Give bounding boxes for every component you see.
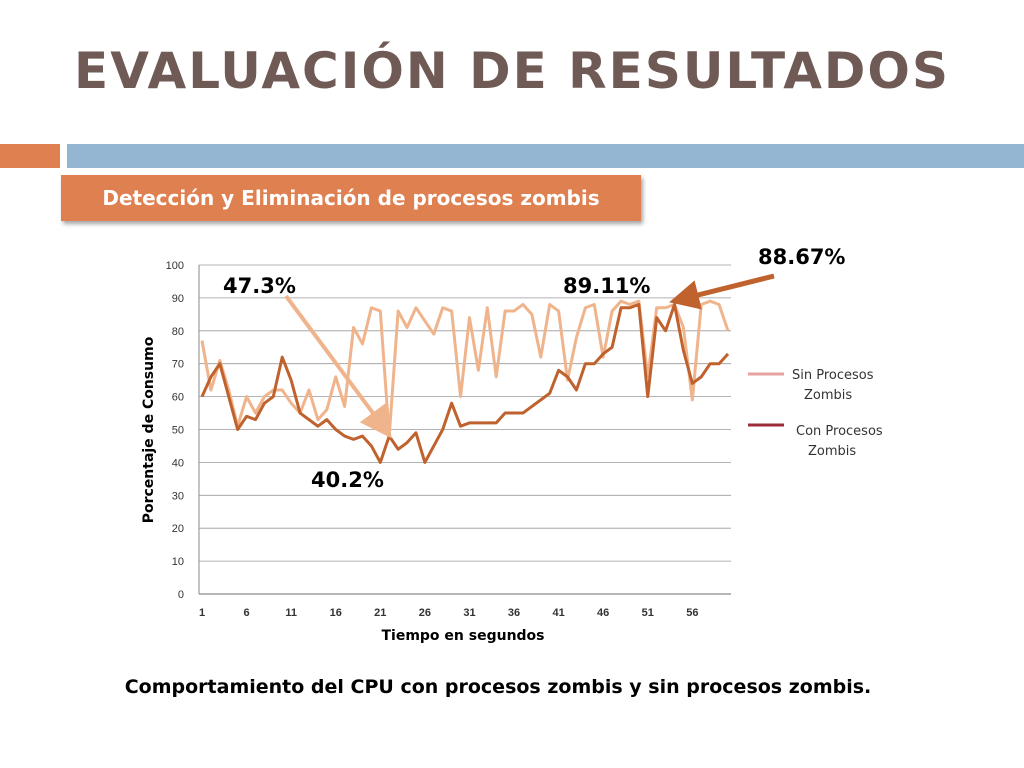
x-axis-label: Tiempo en segundos — [381, 628, 544, 644]
chart-gridlines — [198, 264, 731, 595]
y-tick-labels: 0 10 20 30 40 50 60 70 80 90 100 — [166, 260, 184, 601]
x-tick-label: 26 — [419, 607, 431, 619]
x-tick-label: 41 — [552, 607, 564, 619]
y-tick-label: 70 — [172, 359, 184, 371]
chart-series-lines — [200, 299, 730, 464]
x-tick-label: 31 — [463, 607, 475, 619]
y-tick-label: 0 — [178, 589, 184, 601]
x-tick-label: 11 — [285, 607, 297, 619]
x-tick-label: 36 — [508, 607, 520, 619]
x-tick-label: 16 — [330, 607, 342, 619]
annotation-label-88: 88.67% — [758, 245, 845, 269]
chart-caption: Comportamiento del CPU con procesos zomb… — [124, 676, 872, 698]
y-axis-label: Porcentaje de Consumo — [141, 336, 157, 523]
slide-title: EVALUACIÓN DE RESULTADOS — [74, 42, 950, 100]
y-tick-label: 10 — [172, 556, 184, 568]
annotation-label-47: 47.3% — [223, 274, 296, 298]
legend-label-sin: Sin Procesos Zombis — [792, 368, 874, 403]
x-tick-labels: 1 6 11 16 21 26 31 36 41 46 51 56 — [199, 607, 699, 619]
x-tick-label: 46 — [597, 607, 609, 619]
y-tick-label: 100 — [166, 260, 184, 272]
accent-bar-orange — [0, 144, 60, 168]
y-tick-label: 40 — [172, 457, 184, 469]
annotation-arrow-88 — [669, 273, 775, 310]
y-tick-label: 30 — [172, 490, 184, 502]
annotation-label-40: 40.2% — [311, 468, 384, 492]
series-line-con-procesos-zombis — [200, 302, 730, 464]
y-tick-label: 50 — [172, 425, 184, 437]
x-tick-label: 21 — [374, 607, 386, 619]
x-tick-label: 56 — [686, 607, 698, 619]
x-tick-label: 1 — [199, 607, 205, 619]
x-tick-label: 6 — [244, 607, 250, 619]
accent-bar-blue — [67, 144, 1024, 168]
annotation-arrow-47 — [284, 294, 392, 439]
annotation-label-89: 89.11% — [563, 274, 650, 298]
y-tick-label: 20 — [172, 523, 184, 535]
legend-label-con: Con Procesos Zombis — [796, 424, 883, 459]
x-tick-label: 51 — [642, 607, 654, 619]
y-tick-label: 60 — [172, 392, 184, 404]
y-tick-label: 80 — [172, 326, 184, 338]
slide-subtitle: Detección y Eliminación de procesos zomb… — [61, 175, 641, 221]
y-tick-label: 90 — [172, 293, 184, 305]
